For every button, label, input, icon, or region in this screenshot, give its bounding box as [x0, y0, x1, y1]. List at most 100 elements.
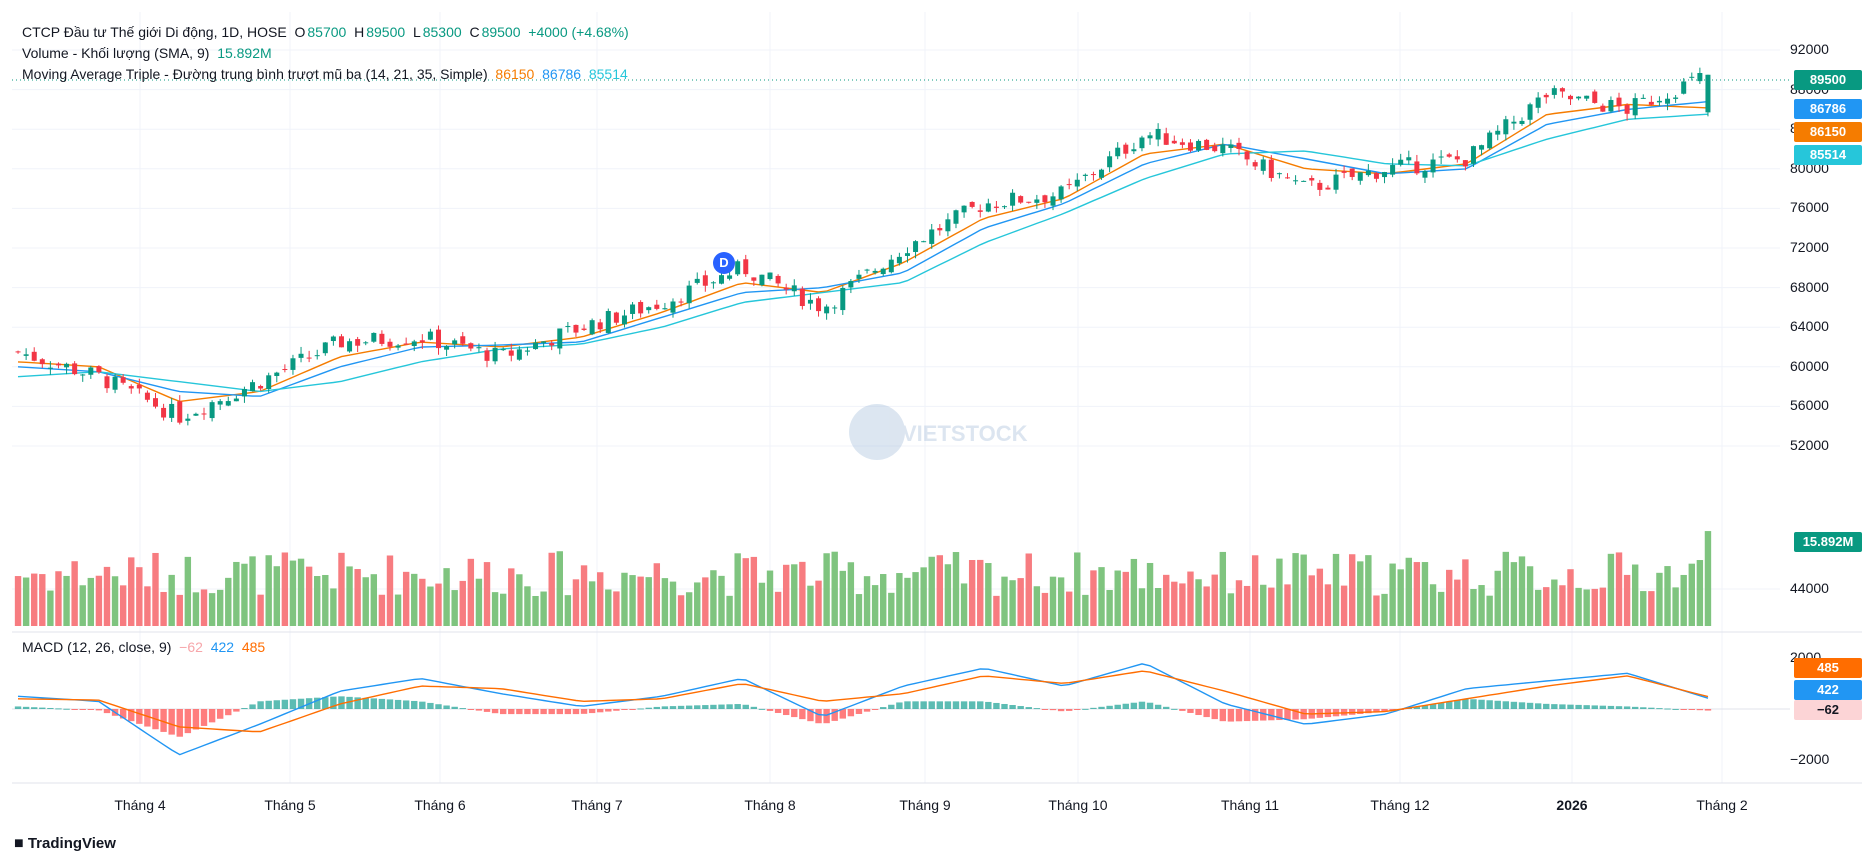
dividend-event-marker[interactable]: D — [713, 252, 735, 274]
volume-bar — [103, 566, 111, 626]
candle-body — [120, 377, 126, 383]
candle-body — [589, 320, 595, 335]
volume-bar — [831, 551, 838, 626]
volume-bar — [1292, 553, 1299, 626]
volume-bar — [1074, 552, 1081, 626]
candle-body — [1640, 97, 1646, 99]
candle-body — [1600, 105, 1606, 112]
macd-hist-bar — [1251, 709, 1259, 721]
candle-body — [241, 388, 247, 397]
candle-body — [1018, 196, 1024, 203]
macd-hist-bar — [1478, 699, 1485, 709]
volume-bar — [588, 581, 596, 626]
macd-hist-bar — [637, 708, 644, 710]
volume-legend: Volume - Khối lượng (SMA, 9) 15.892M — [22, 43, 272, 63]
close-value: 89500 — [481, 24, 521, 40]
candle-body — [1212, 145, 1218, 152]
macd-hist-bar — [677, 705, 685, 709]
macd-hist-bar — [79, 709, 86, 710]
macd-hist-bar — [128, 709, 135, 722]
macd-hist-bar — [1631, 706, 1639, 709]
candle-body — [266, 375, 272, 390]
candle-body — [1196, 140, 1202, 151]
volume-bar — [378, 594, 386, 626]
volume-bar — [1591, 588, 1598, 626]
macd-hist-bar — [766, 709, 774, 711]
candle-body — [727, 275, 733, 279]
macd-hist-bar — [1219, 709, 1227, 722]
volume-bar — [330, 588, 337, 626]
macd-hist-bar — [799, 709, 806, 720]
volume-bar — [475, 578, 483, 626]
volume-bar — [1276, 558, 1283, 626]
volume-bar — [863, 576, 871, 626]
volume-bar — [880, 574, 887, 626]
volume-bar — [1688, 563, 1695, 626]
candle-body — [47, 367, 53, 369]
candle-body — [217, 401, 223, 405]
volume-bar — [483, 562, 491, 626]
volume-bar — [637, 576, 644, 626]
macd-hist-bar — [1446, 701, 1453, 709]
macd-hist-bar — [847, 709, 855, 717]
volume-bar — [629, 575, 636, 626]
macd-hist-bar — [1413, 706, 1421, 709]
macd-histogram — [14, 696, 1712, 737]
brand-label: TradingView — [27, 835, 116, 852]
candle-body — [670, 301, 676, 313]
macd-signal-line — [17, 670, 1709, 733]
macd-hist-bar — [1494, 700, 1501, 709]
candle-body — [460, 336, 466, 344]
macd-hist-bar — [208, 709, 216, 723]
candle-body — [1147, 135, 1153, 139]
macd-hist-bar — [645, 707, 652, 709]
macd-hist-bar — [823, 709, 830, 724]
macd-hist-bar — [289, 699, 297, 709]
volume-bar — [402, 571, 410, 626]
volume-bar — [1057, 577, 1065, 626]
macd-hist-bar — [103, 709, 111, 714]
candle-body — [1414, 161, 1420, 174]
candle-body — [856, 274, 862, 279]
macd-hist-bar — [1429, 704, 1437, 709]
macd-hist-bar — [564, 709, 572, 715]
macd-hist-bar — [1357, 709, 1364, 715]
time-axis-label: Tháng 11 — [1220, 797, 1280, 813]
macd-hist-bar — [1009, 705, 1016, 709]
candle-body — [1551, 88, 1557, 95]
candle-body — [1341, 171, 1347, 173]
ma35-legend-value: 85514 — [588, 66, 628, 82]
volume-bar — [1251, 555, 1259, 626]
candle-body — [880, 268, 886, 275]
volume-bar — [572, 579, 580, 626]
macd-hist-bar — [653, 706, 661, 709]
volume-bar — [718, 575, 725, 626]
macd-hist-bar — [1510, 701, 1518, 709]
time-axis-label: Tháng 6 — [414, 797, 466, 813]
volume-bar — [1203, 586, 1210, 626]
low-label: L — [412, 24, 421, 40]
volume-bar — [1397, 569, 1404, 626]
volume-bar — [774, 591, 782, 626]
volume-bar — [63, 575, 70, 626]
candle-body — [1454, 156, 1460, 160]
macd-hist-bar — [491, 709, 499, 714]
macd-hist-bar — [362, 697, 369, 709]
macd-lines — [17, 663, 1709, 756]
volume-bar — [1146, 562, 1154, 626]
volume-bar — [144, 586, 151, 626]
macd-hist-bar — [580, 709, 588, 714]
volume-bars — [14, 531, 1712, 626]
volume-bar — [1575, 587, 1582, 626]
volume-bar — [1009, 580, 1016, 626]
volume-bar — [669, 581, 677, 626]
volume-bar — [192, 592, 200, 626]
volume-bar — [645, 577, 652, 626]
candle-body — [80, 374, 86, 376]
macd-hist-bar — [411, 700, 418, 709]
macd-hist-bar — [1065, 709, 1073, 711]
candle-body — [1082, 174, 1088, 176]
candle-body — [872, 270, 878, 273]
tradingview-logo[interactable]: ■ TradingView — [14, 835, 116, 853]
